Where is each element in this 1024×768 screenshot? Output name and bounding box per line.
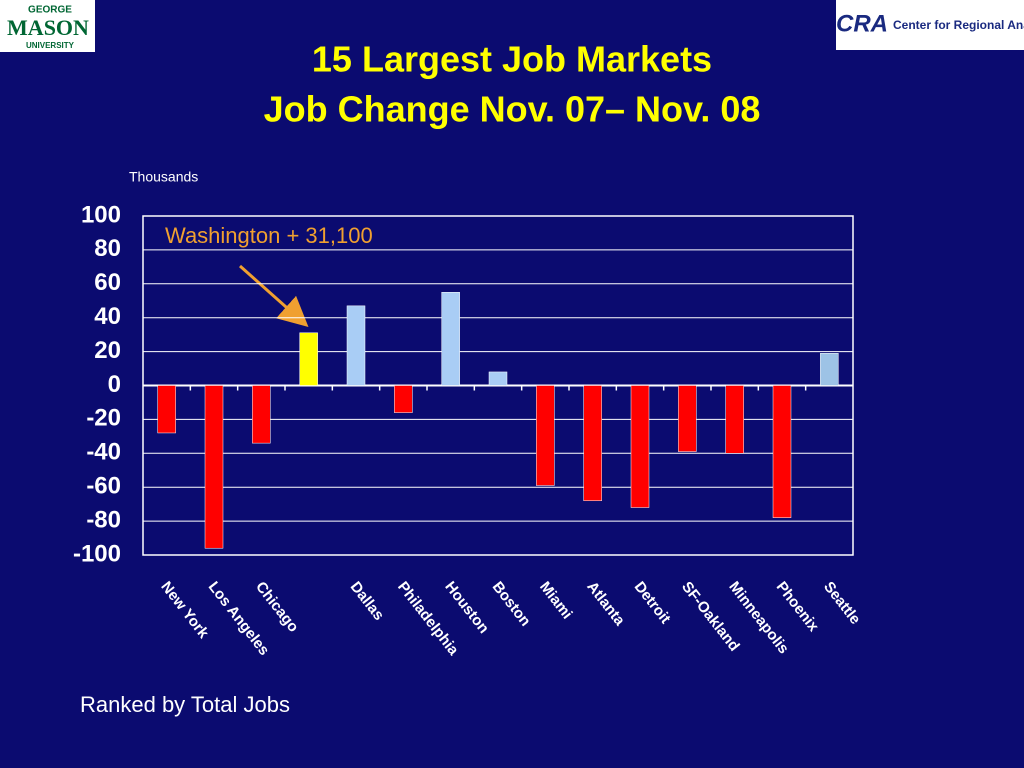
x-tick-label: Boston xyxy=(489,578,534,629)
logo-text: Center for Regional Analysis xyxy=(893,18,1024,32)
bar xyxy=(536,385,555,486)
x-tick-label: Dallas xyxy=(347,578,388,623)
logo-right xyxy=(836,0,1024,50)
bar xyxy=(346,305,366,386)
bar xyxy=(299,332,318,386)
logo-left xyxy=(0,0,95,52)
x-tick-label: Houston xyxy=(441,578,492,636)
bar xyxy=(725,385,744,454)
annotation-arrow xyxy=(239,264,309,327)
bar xyxy=(204,385,224,549)
logo-text: MASON xyxy=(7,15,89,40)
y-tick-label: -20 xyxy=(86,405,121,432)
x-tick-label: Chicago xyxy=(252,578,302,635)
bar xyxy=(772,385,792,518)
x-tick-label: Atlanta xyxy=(583,578,628,629)
y-tick-label: -40 xyxy=(86,439,121,466)
footnote: Ranked by Total Jobs xyxy=(80,692,290,717)
bar xyxy=(394,385,413,413)
y-tick-label: 100 xyxy=(81,201,121,228)
y-tick-label: -100 xyxy=(73,540,121,567)
bar xyxy=(441,292,460,386)
logo-mark: CRA xyxy=(836,10,888,37)
bar xyxy=(820,353,839,386)
bar xyxy=(157,385,176,434)
annotation: Washington + 31,100 xyxy=(165,223,373,248)
x-tick-label: Seattle xyxy=(820,578,864,627)
y-tick-label: 40 xyxy=(94,303,121,330)
y-tick-label: 20 xyxy=(94,337,121,364)
y-tick-label: 0 xyxy=(108,371,121,398)
bar xyxy=(252,385,271,444)
logo-text: UNIVERSITY xyxy=(26,41,75,50)
bar xyxy=(488,371,508,386)
chart-subtitle: Job Change Nov. 07– Nov. 08 xyxy=(264,89,761,130)
x-tick-label: Miami xyxy=(536,578,576,622)
bar xyxy=(583,385,602,502)
x-tick-label: Detroit xyxy=(631,578,674,627)
bar xyxy=(678,385,697,452)
y-tick-label: 80 xyxy=(94,235,121,262)
x-tick-label: Phoenix xyxy=(773,578,823,635)
y-tick-label: 60 xyxy=(94,269,121,296)
bar xyxy=(630,385,650,508)
x-tick-label: New York xyxy=(157,578,212,642)
chart-title: 15 Largest Job Markets xyxy=(312,39,712,80)
y-tick-label: -80 xyxy=(86,506,121,533)
y-tick-label: -60 xyxy=(86,473,121,500)
y-axis-label: Thousands xyxy=(129,169,198,185)
logo-text: GEORGE xyxy=(28,5,72,16)
